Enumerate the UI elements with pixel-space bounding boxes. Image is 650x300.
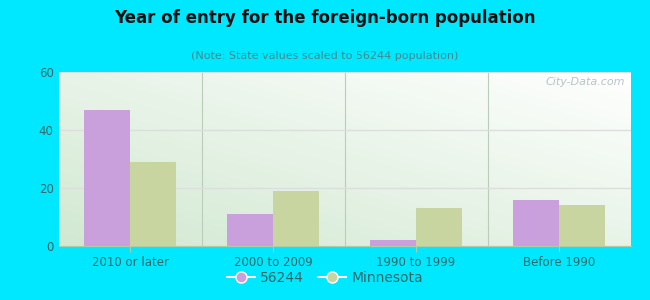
Bar	[370, 240, 416, 246]
Bar	[227, 214, 273, 246]
Text: Year of entry for the foreign-born population: Year of entry for the foreign-born popul…	[114, 9, 536, 27]
Bar	[416, 208, 462, 246]
Bar	[273, 191, 318, 246]
Text: (Note: State values scaled to 56244 population): (Note: State values scaled to 56244 popu…	[191, 51, 459, 61]
Text: City-Data.com: City-Data.com	[545, 77, 625, 87]
Bar	[559, 206, 604, 246]
Bar	[84, 110, 130, 246]
Legend: 56244, Minnesota: 56244, Minnesota	[222, 265, 428, 290]
Bar	[514, 200, 559, 246]
Bar	[130, 162, 176, 246]
